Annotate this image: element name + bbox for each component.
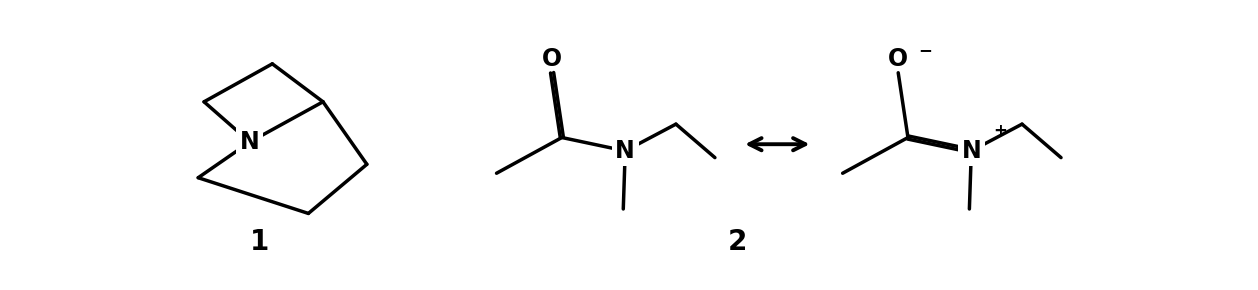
Text: N: N [615,139,635,163]
Text: +: + [994,122,1008,140]
Text: N: N [961,139,981,163]
Text: 1: 1 [250,229,269,256]
Text: O: O [888,47,908,71]
Text: N: N [240,130,259,154]
Text: O: O [542,47,562,71]
Text: −: − [918,41,932,59]
Text: 2: 2 [727,229,747,256]
